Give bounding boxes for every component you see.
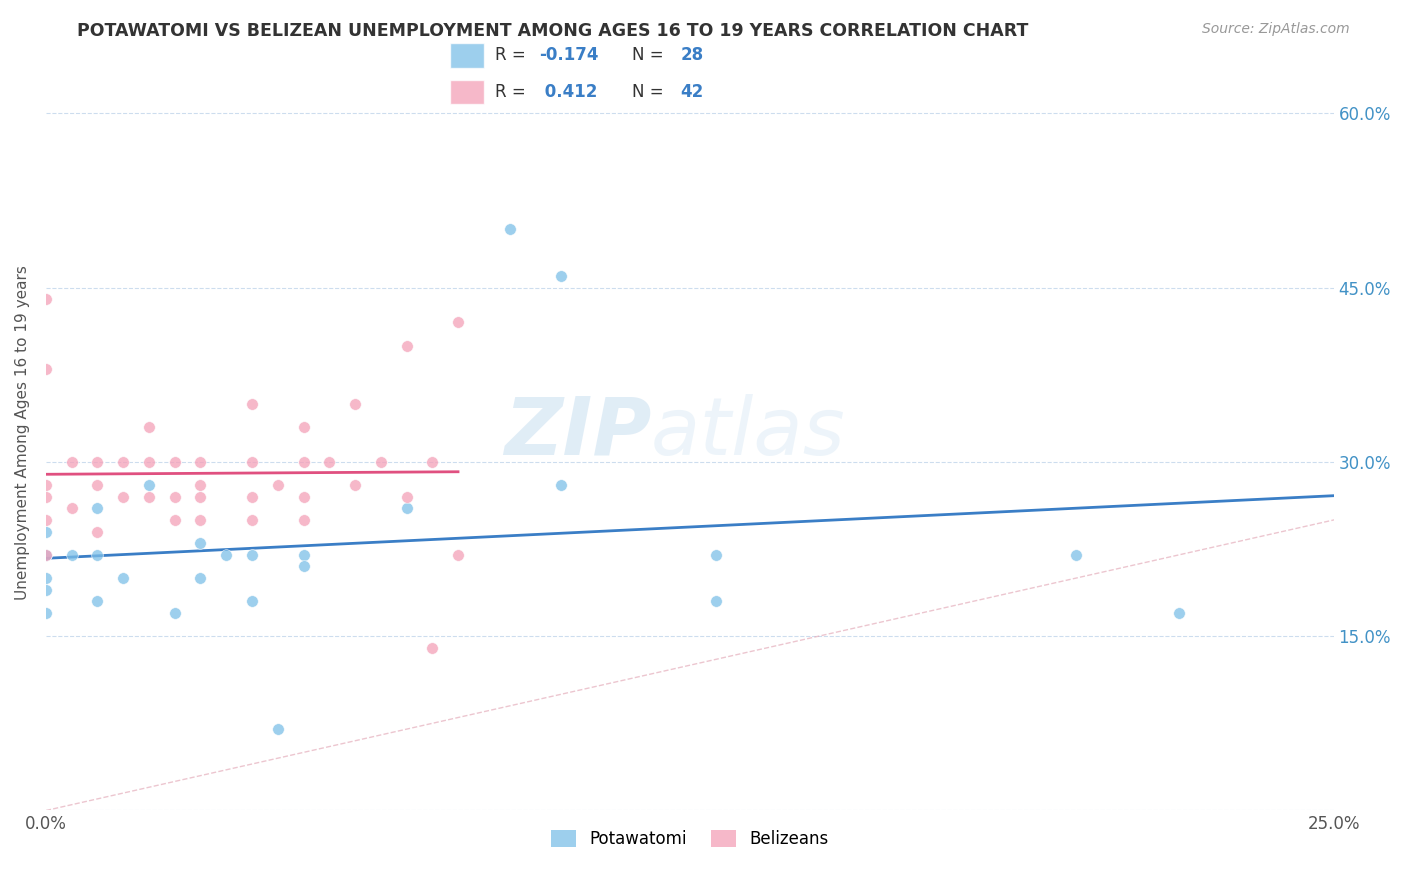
Point [1064, 548, 1087, 562]
Text: Source: ZipAtlas.com: Source: ZipAtlas.com [1202, 22, 1350, 37]
Point [112, 571, 135, 585]
Point [395, 339, 418, 353]
Point [240, 490, 263, 504]
Point [163, 606, 186, 620]
Point [190, 513, 212, 527]
Point [190, 536, 212, 550]
Point [86, 455, 108, 469]
Point [292, 548, 315, 562]
Text: 42: 42 [681, 83, 704, 101]
Point [292, 559, 315, 574]
Point [35, 292, 58, 306]
Point [190, 490, 212, 504]
Point [240, 594, 263, 608]
Text: R =: R = [495, 46, 530, 64]
Point [267, 722, 290, 736]
Text: atlas: atlas [651, 393, 846, 472]
Point [240, 548, 263, 562]
Point [112, 455, 135, 469]
Point [370, 455, 392, 469]
Point [163, 490, 186, 504]
Point [215, 548, 238, 562]
Text: ZIP: ZIP [503, 393, 651, 472]
Text: -0.174: -0.174 [540, 46, 599, 64]
Point [35, 548, 58, 562]
Point [704, 594, 727, 608]
Point [35, 524, 58, 539]
Point [447, 315, 470, 329]
Text: N =: N = [633, 83, 669, 101]
Point [267, 478, 290, 492]
Point [1168, 606, 1191, 620]
Point [420, 455, 443, 469]
Point [343, 397, 366, 411]
Point [292, 455, 315, 469]
Point [60, 455, 83, 469]
Point [138, 455, 160, 469]
Point [292, 420, 315, 434]
Point [343, 478, 366, 492]
Point [704, 548, 727, 562]
Point [35, 478, 58, 492]
Point [163, 455, 186, 469]
Point [86, 594, 108, 608]
Point [318, 455, 340, 469]
Point [86, 501, 108, 516]
Point [35, 582, 58, 597]
Point [35, 513, 58, 527]
Point [550, 478, 572, 492]
Point [112, 490, 135, 504]
Point [35, 606, 58, 620]
Point [138, 478, 160, 492]
Point [60, 501, 83, 516]
Point [35, 362, 58, 376]
Point [292, 490, 315, 504]
Text: R =: R = [495, 83, 530, 101]
Point [138, 490, 160, 504]
Point [35, 490, 58, 504]
Y-axis label: Unemployment Among Ages 16 to 19 years: Unemployment Among Ages 16 to 19 years [15, 266, 30, 600]
Point [395, 501, 418, 516]
Point [86, 548, 108, 562]
Point [60, 548, 83, 562]
Point [35, 571, 58, 585]
Point [190, 478, 212, 492]
Point [86, 524, 108, 539]
Text: N =: N = [633, 46, 669, 64]
Point [190, 571, 212, 585]
Point [163, 513, 186, 527]
Point [420, 640, 443, 655]
Point [86, 478, 108, 492]
Text: 0.412: 0.412 [540, 83, 598, 101]
Point [240, 455, 263, 469]
Point [138, 420, 160, 434]
Legend: Potawatomi, Belizeans: Potawatomi, Belizeans [544, 823, 835, 855]
Point [35, 548, 58, 562]
Point [395, 490, 418, 504]
Point [550, 268, 572, 283]
Point [292, 513, 315, 527]
Text: POTAWATOMI VS BELIZEAN UNEMPLOYMENT AMONG AGES 16 TO 19 YEARS CORRELATION CHART: POTAWATOMI VS BELIZEAN UNEMPLOYMENT AMON… [77, 22, 1029, 40]
Point [240, 513, 263, 527]
Text: 28: 28 [681, 46, 703, 64]
FancyBboxPatch shape [450, 79, 484, 104]
FancyBboxPatch shape [450, 44, 484, 68]
Point [190, 455, 212, 469]
Point [240, 397, 263, 411]
Point [498, 222, 520, 236]
Point [447, 548, 470, 562]
